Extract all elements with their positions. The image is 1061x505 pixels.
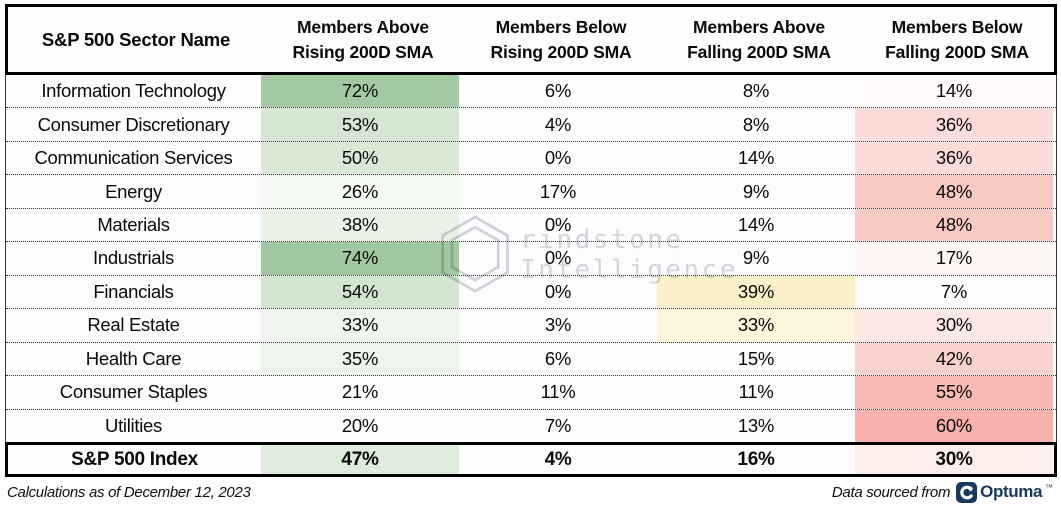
column-header-below-falling: Members Below Falling 200D SMA [858,15,1056,64]
value-cell: 7% [544,414,572,436]
sector-name-cell: Health Care [85,347,182,369]
value-cell: 11% [738,381,774,403]
table-row: Utilities 20% 7% 13% 60% [6,409,1056,442]
value-cell: 14% [855,75,1053,108]
index-value-cell: 30% [855,445,1053,474]
optuma-logo-text: Optuma [980,482,1042,501]
column-header-below-rising: Members Below Rising 200D SMA [462,15,660,64]
table-row: Real Estate 33% 3% 33% 30% [6,309,1056,343]
value-cell: 33% [657,309,855,342]
sector-breadth-table: S&P 500 Sector Name Members Above Rising… [5,4,1057,477]
sector-name-cell: Consumer Staples [59,381,208,403]
header-line-1: Members Below [891,17,1023,37]
value-cell: 8% [742,113,770,135]
value-cell: 4% [544,113,572,135]
value-cell: 15% [737,347,775,369]
header-line-2: Rising 200D SMA [292,41,434,62]
header-line-2: Falling 200D SMA [885,41,1029,62]
value-cell: 74% [261,242,459,275]
data-source-label: Data sourced from [831,483,951,501]
calculation-date-note: Calculations as of December 12, 2023 [7,483,251,501]
value-cell: 0% [544,247,572,269]
optuma-logo: Optuma ™ [956,481,1053,503]
sector-name-cell: Information Technology [41,80,226,102]
value-cell: 6% [544,347,572,369]
value-cell: 14% [737,147,775,169]
value-cell: 42% [855,342,1053,376]
value-cell: 48% [855,208,1053,242]
column-header-above-rising: Members Above Rising 200D SMA [264,15,462,64]
index-summary-row: S&P 500 Index 47% 4% 16% 30% [5,442,1057,477]
table-header-row: S&P 500 Sector Name Members Above Rising… [5,4,1057,75]
sector-name-cell: Financials [93,280,174,302]
value-cell: 0% [544,280,572,302]
index-value-cell: 16% [737,448,775,470]
sector-name-cell: Materials [97,214,170,236]
index-value-cell: 47% [261,445,459,474]
sector-name-cell: Utilities [105,414,162,436]
header-line-1: Members Above [297,17,429,37]
value-cell: 54% [261,275,459,309]
value-cell: 17% [539,180,577,202]
table-row: Financials 54% 0% 39% 7% [6,275,1056,310]
value-cell: 50% [261,141,459,175]
value-cell: 60% [855,409,1053,442]
value-cell: 39% [657,275,855,309]
header-line-2: Falling 200D SMA [687,41,831,62]
value-cell: 9% [742,180,770,202]
header-line-1: Members Above [693,17,825,37]
value-cell: 72% [261,75,459,108]
column-header-above-falling: Members Above Falling 200D SMA [660,15,858,64]
table-row: Communication Services 50% 0% 14% 36% [6,141,1056,176]
optuma-logo-icon [956,481,978,503]
value-cell: 36% [855,141,1053,175]
table-row: Information Technology 72% 6% 8% 14% [6,75,1056,109]
table-row: Materials 38% 0% 14% 48% [6,208,1056,243]
footer: Calculations as of December 12, 2023 Dat… [7,481,1053,503]
table-row: Health Care 35% 6% 15% 42% [6,342,1056,377]
value-cell: 38% [261,208,459,242]
value-cell: 13% [737,414,775,436]
column-header-sector-name: S&P 500 Sector Name [41,28,231,50]
header-line-2: Rising 200D SMA [490,41,632,62]
value-cell: 26% [261,175,459,208]
value-cell: 11% [540,381,576,403]
sector-name-cell: Communication Services [34,147,233,169]
value-cell: 33% [261,309,459,342]
value-cell: 35% [261,342,459,376]
table-row: Energy 26% 17% 9% 48% [6,175,1056,209]
header-line-1: Members Below [495,17,627,37]
table-row: Consumer Staples 21% 11% 11% 55% [6,376,1056,410]
value-cell: 6% [544,80,572,102]
sector-name-cell: Industrials [92,247,175,269]
value-cell: 8% [742,80,770,102]
table-row: Industrials 74% 0% 9% 17% [6,242,1056,276]
value-cell: 20% [261,409,459,442]
value-cell: 14% [737,214,775,236]
value-cell: 0% [544,147,572,169]
data-source-credit: Data sourced from Optuma ™ [831,481,1053,503]
sector-name-cell: Real Estate [87,314,180,336]
trademark-symbol: ™ [1045,482,1053,492]
value-cell: 0% [544,214,572,236]
value-cell: 55% [855,376,1053,409]
index-row-name: S&P 500 Index [71,448,198,470]
value-cell: 48% [855,175,1053,208]
value-cell: 7% [940,280,968,302]
value-cell: 3% [544,314,572,336]
value-cell: 21% [261,376,459,409]
sector-name-cell: Consumer Discretionary [37,113,230,135]
value-cell: 36% [855,108,1053,141]
sector-name-cell: Energy [105,180,162,202]
table-body: Information Technology 72% 6% 8% 14% Con… [5,75,1057,442]
value-cell: 9% [742,247,770,269]
table-row: Consumer Discretionary 53% 4% 8% 36% [6,108,1056,142]
value-cell: 17% [855,242,1053,275]
value-cell: 53% [261,108,459,141]
index-value-cell: 4% [544,448,572,470]
value-cell: 30% [855,309,1053,342]
